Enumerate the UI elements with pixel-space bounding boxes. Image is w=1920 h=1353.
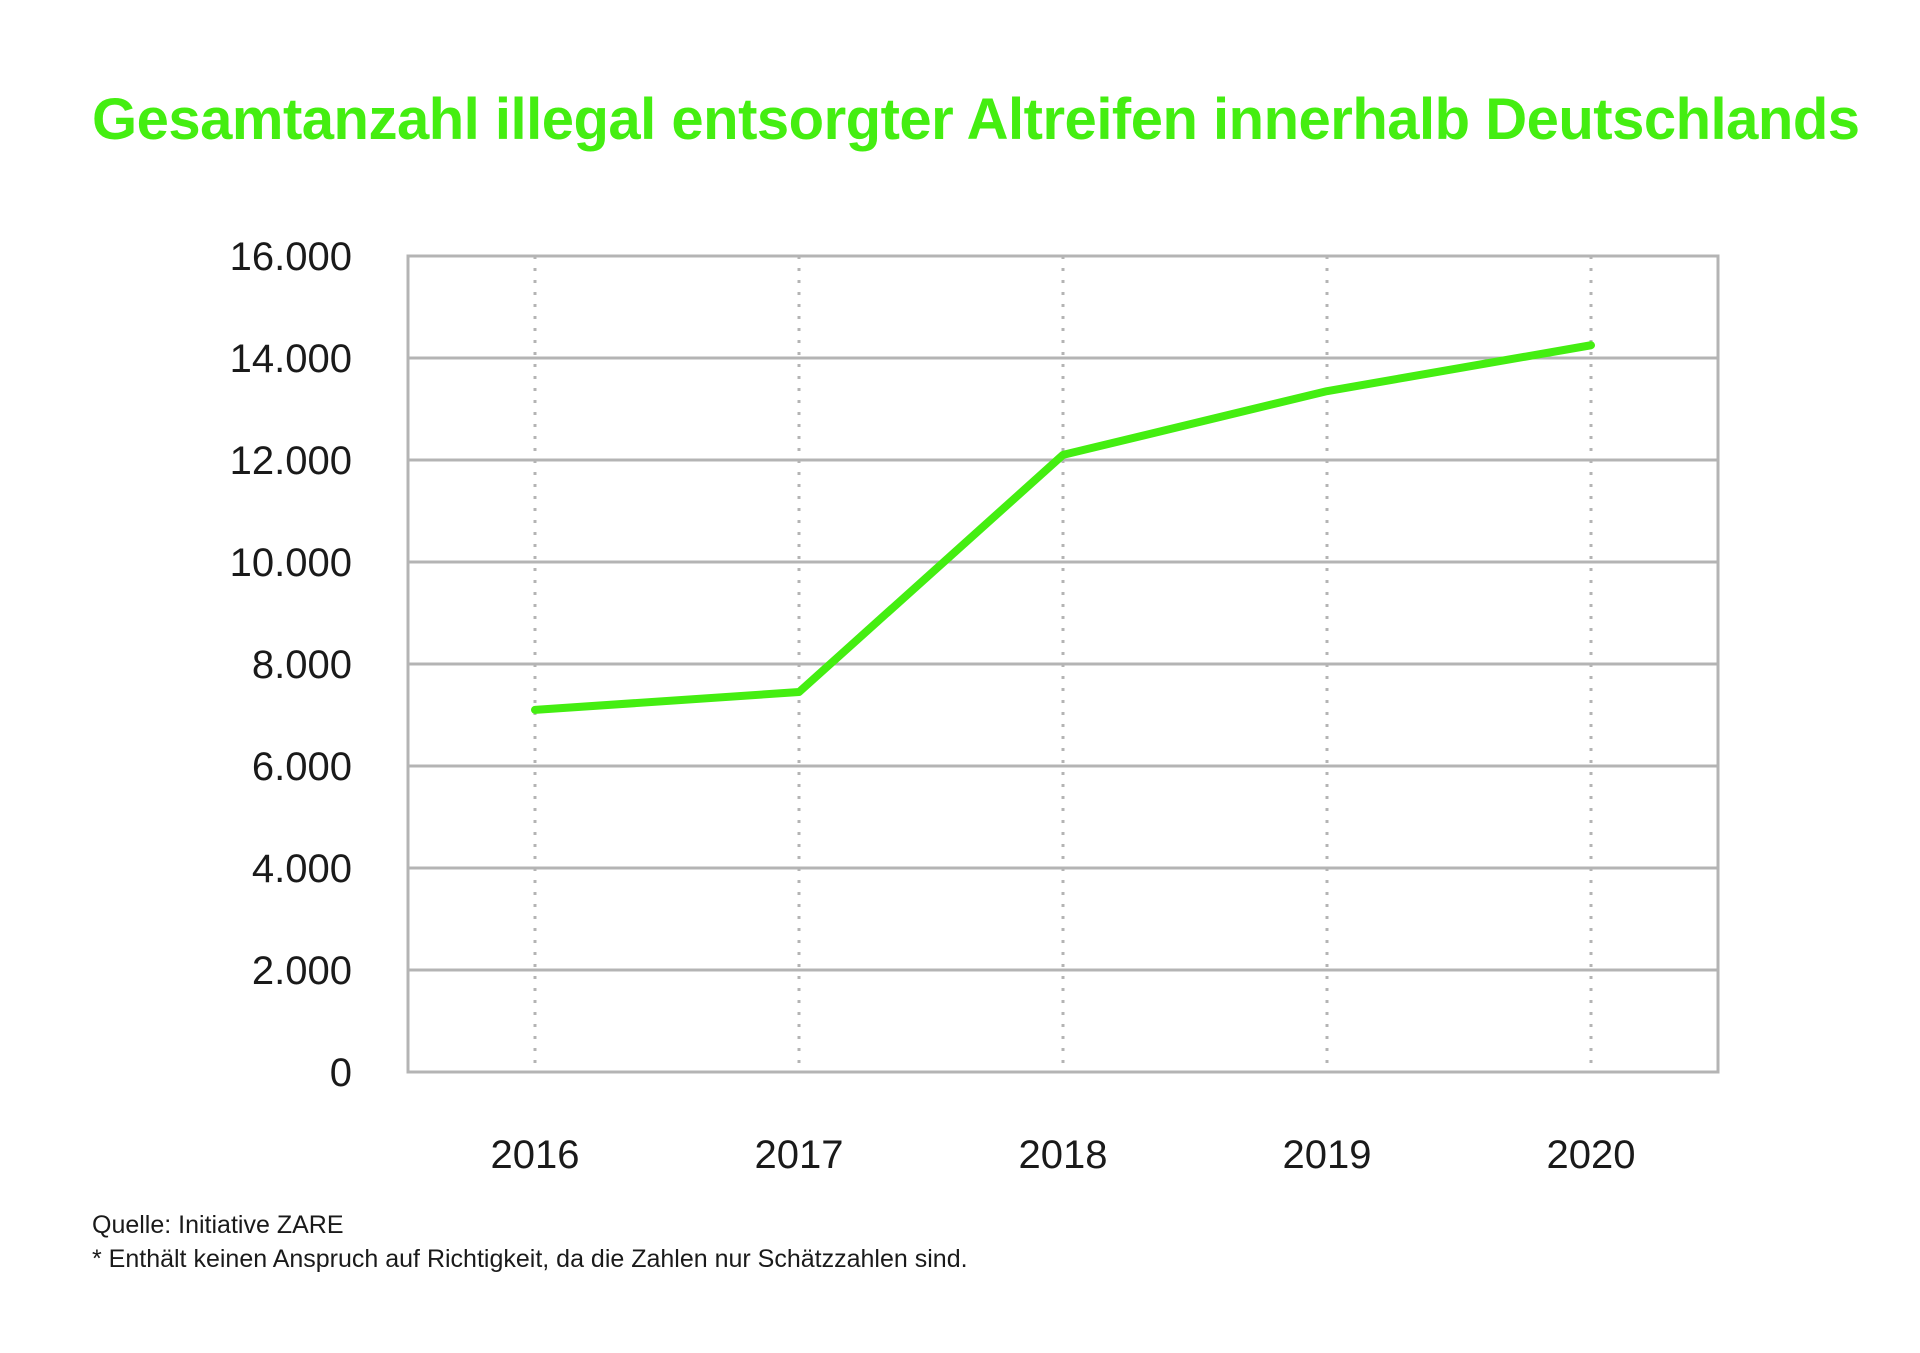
- source-note: Quelle: Initiative ZARE: [92, 1211, 344, 1239]
- x-tick-label-2018: 2018: [1019, 1133, 1108, 1177]
- y-tick-label-10000: 10.000: [230, 541, 352, 585]
- footnote: Quelle: Initiative ZARE * Enthält keinen…: [92, 1208, 968, 1276]
- y-tick-label-6000: 6.000: [252, 745, 352, 789]
- x-tick-label-2019: 2019: [1283, 1133, 1372, 1177]
- y-tick-label-16000: 16.000: [230, 235, 352, 279]
- y-tick-label-2000: 2.000: [252, 949, 352, 993]
- x-tick-label-2016: 2016: [491, 1133, 580, 1177]
- y-tick-label-0: 0: [330, 1051, 352, 1095]
- chart-title: Gesamtanzahl illegal entsorgter Altreife…: [92, 87, 1860, 152]
- x-axis-tick-labels: 2016 2017 2018 2019 2020: [491, 1133, 1636, 1177]
- y-tick-label-12000: 12.000: [230, 439, 352, 483]
- x-tick-label-2020: 2020: [1547, 1133, 1636, 1177]
- disclaimer-note: * Enthält keinen Anspruch auf Richtigkei…: [92, 1245, 968, 1273]
- x-tick-label-2017: 2017: [755, 1133, 844, 1177]
- y-tick-label-14000: 14.000: [230, 337, 352, 381]
- plot-frame: [406, 254, 1720, 1074]
- y-axis-tick-labels: 0 2.000 4.000 6.000 8.000 10.000 12.000 14.000 1…: [230, 235, 352, 1095]
- series-layer: [531, 341, 1595, 714]
- y-tick-label-4000: 4.000: [252, 847, 352, 891]
- series-line-0: [531, 341, 1595, 714]
- y-tick-label-8000: 8.000: [252, 643, 352, 687]
